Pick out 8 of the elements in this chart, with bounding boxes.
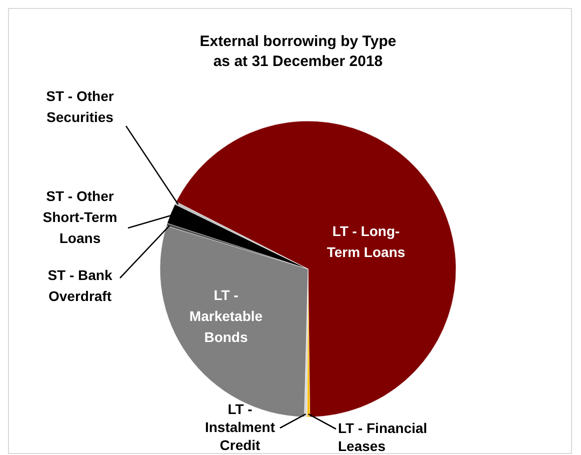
slice-label: LT - Marketable Bonds	[189, 287, 263, 345]
slice-label: ST - Bank Overdraft	[48, 267, 112, 304]
slice-label: ST - Other Short-Term Loans	[42, 188, 118, 246]
slice-label: ST - Other Securities	[46, 88, 114, 125]
slice-label: LT - Financial Leases	[338, 420, 428, 454]
slice-label: LT - Long-Term Loans	[326, 223, 406, 260]
chart-title: External borrowing by Type as at 31 December 2018	[200, 33, 396, 70]
slice-label: LT - Instalment Credit	[204, 401, 276, 453]
